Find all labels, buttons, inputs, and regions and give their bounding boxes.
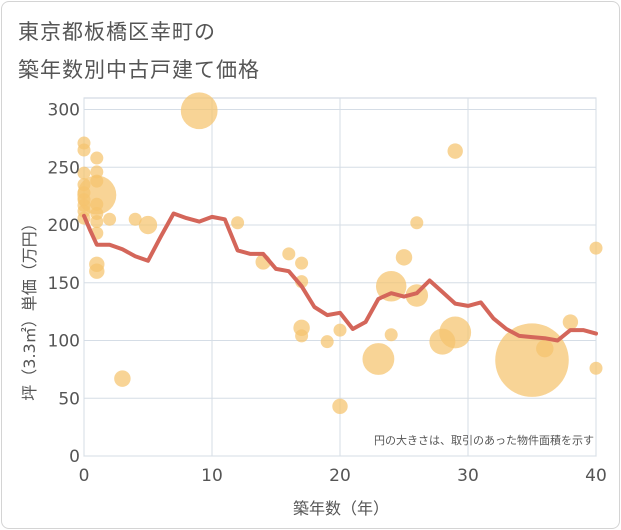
x-tick-label: 20 [329, 466, 351, 486]
bubble [103, 212, 117, 226]
bubble [495, 323, 569, 397]
bubble [77, 166, 91, 180]
bubble [77, 175, 117, 215]
y-tick-label: 50 [58, 389, 80, 409]
bubble [589, 361, 603, 375]
bubble [395, 249, 413, 266]
trend-line [82, 211, 598, 343]
bubble [77, 143, 91, 157]
bubble [362, 343, 395, 375]
y-tick-label: 250 [48, 158, 80, 178]
x-axis-label: 築年数（年） [293, 499, 389, 518]
bubble [90, 215, 104, 229]
x-tick-label: 0 [79, 466, 90, 486]
bubble [384, 328, 398, 342]
bubble [536, 339, 554, 358]
grid-lines [83, 98, 597, 457]
x-tick-label: 30 [457, 466, 479, 486]
y-tick-label: 0 [69, 447, 80, 467]
tick-labels: 0 50 100 150 200 250 300 0 10 20 30 40 [48, 101, 607, 486]
bubble [447, 143, 463, 159]
x-tick-label: 10 [201, 466, 223, 486]
bubble [90, 165, 104, 179]
y-axis-label: 坪（3.3㎡）単価（万円） [20, 215, 39, 400]
bubble [410, 216, 424, 230]
bubble [295, 329, 309, 343]
bubble-series [77, 92, 603, 415]
bubble [562, 314, 579, 330]
chart-title-line-2: 築年数別中古戸建て価格 [18, 58, 260, 82]
bubble [332, 398, 348, 415]
bubble [333, 323, 347, 337]
y-tick-label: 300 [48, 101, 80, 121]
bubble [114, 370, 131, 387]
bubble [138, 215, 158, 235]
x-tick-label: 40 [585, 466, 607, 486]
y-tick-label: 150 [48, 274, 80, 294]
y-tick-label: 100 [48, 332, 80, 352]
price-trend [82, 211, 598, 343]
bubble [90, 151, 104, 165]
bubble [320, 335, 334, 349]
bubble [128, 212, 142, 226]
y-tick-label: 200 [48, 216, 80, 236]
bubble [439, 316, 472, 349]
bubble [180, 92, 218, 130]
bubble [231, 216, 245, 230]
bubble [282, 247, 296, 261]
bubble-size-note: 円の大きさは、取引のあった物件面積を示す [374, 433, 594, 447]
bubble [89, 263, 105, 279]
bubble [589, 241, 603, 255]
chart-title-line-1: 東京都板橋区幸町の [18, 20, 216, 44]
bubble [295, 256, 309, 270]
bubble [90, 197, 104, 211]
